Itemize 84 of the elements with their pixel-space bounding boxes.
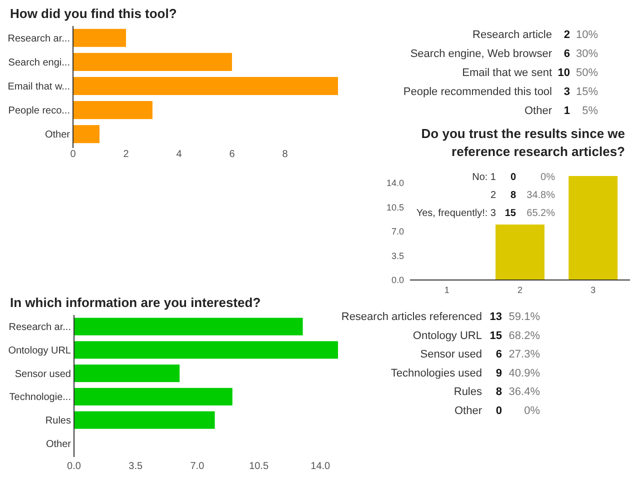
y-tick-label: Search engi... [8,57,70,68]
text: 6 [496,348,502,361]
y-tick-label: People reco... [8,106,70,117]
text: 27.3% [508,348,540,361]
x-tick-label: 2 [517,285,523,295]
text: 15% [576,86,598,98]
text: 50% [576,67,598,79]
text: 59.1% [508,311,540,323]
y-tick-label: 14.0 [386,178,404,188]
bar [74,411,215,429]
y-tick-label: Technologie... [9,392,71,404]
x-tick-label: 4 [176,149,182,160]
text: Other [454,405,482,417]
text: Email that we sent [462,67,552,79]
text: Research articles referenced [341,311,482,323]
y-tick-label: Research ar... [8,322,71,334]
text: Technologies used [390,367,482,380]
y-tick-label: 3.5 [391,250,404,261]
y-tick-label: Rules [45,416,71,427]
text: 0 [496,405,502,417]
text: Research article [472,29,552,41]
text: 0% [524,405,540,417]
x-tick-label: 14.0 [310,461,331,472]
bar [73,52,232,71]
bar [73,125,100,144]
bar [73,76,338,96]
text: Sensor used [420,348,482,361]
y-tick-label: Research ar... [8,33,70,44]
y-tick-label: 7.0 [391,226,404,237]
annotation: 2 [490,190,496,201]
x-tick-label: 0.0 [67,461,82,472]
annotation: Yes, frequently!: 3 [416,208,496,219]
text: Search engine, Web browser [410,48,552,60]
text: Other [524,105,552,117]
text: 2 [564,29,570,41]
text: 5% [582,105,598,117]
x-tick-label: 0 [70,149,76,160]
annotation: No: 1 [472,172,496,183]
bar [74,388,232,406]
annotation: 34.8% [526,190,556,201]
bar [74,318,303,336]
chart-title: Do you trust the results since we reference research articles? [421,126,626,159]
text: 9 [496,367,502,380]
text: People recommended this tool [403,86,552,98]
annotation: 0% [540,172,556,183]
x-tick-label: 3 [590,285,596,295]
x-tick-label: 7.0 [190,461,205,472]
text: 6 [564,48,570,60]
bar [74,364,180,382]
text: Ontology URL [412,330,482,342]
text: 1 [564,105,570,117]
y-tick-label: Ontology URL [8,345,72,356]
x-tick-label: 2 [123,149,130,160]
text: 13 [490,311,502,323]
text: 68.2% [508,330,540,342]
bar [73,101,152,120]
y-tick-label: Other [46,438,72,450]
text: 15 [490,330,502,342]
y-tick-label: Other [44,130,71,141]
text: 30% [576,48,598,60]
text: 8 [496,386,502,398]
x-tick-label: 10.5 [249,461,269,472]
annotation: 15 [504,208,516,219]
text: 36.4% [508,386,540,398]
x-tick-label: 8 [282,149,288,160]
annotation: 65.2% [526,208,556,219]
x-tick-label: 3.5 [128,461,143,472]
annotation: 0 [510,172,516,183]
text: 10 [558,67,570,79]
y-tick-label: 10.5 [386,202,404,212]
text: Rules [454,386,482,398]
x-tick-label: 6 [229,149,236,160]
x-tick-label: 1 [444,285,450,295]
annotation: 8 [510,190,516,201]
y-tick-label: Sensor used [14,368,71,380]
bar [73,28,126,47]
y-tick-label: Email that w... [8,82,70,92]
y-tick-label: 0.0 [391,275,404,286]
bar [74,341,338,359]
text: 10% [576,29,598,41]
text: 40.9% [508,367,540,380]
chart-title: How did you find this tool? [10,6,177,21]
chart-title: In which information are you interested? [10,295,261,310]
text: 3 [564,86,570,98]
